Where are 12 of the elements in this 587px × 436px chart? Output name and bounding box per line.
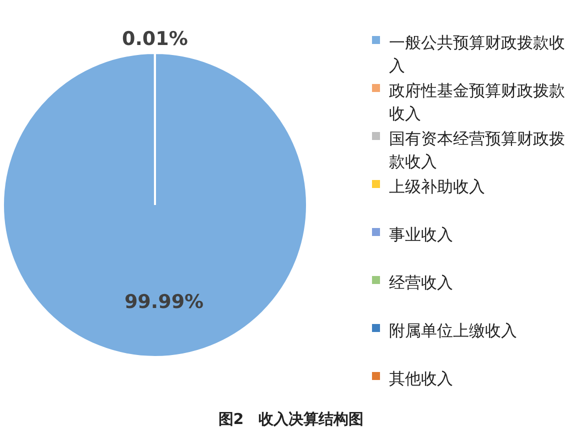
text: 图2 收入决算结构图 bbox=[218, 410, 364, 428]
legend-label: 一般公共预算财政拨款收入 bbox=[389, 33, 565, 75]
legend-label: 事业收入 bbox=[389, 225, 453, 244]
legend-label: 政府性基金预算财政拨款收入 bbox=[389, 81, 565, 123]
pie-slice bbox=[2, 52, 308, 358]
legend-label: 上级补助收入 bbox=[389, 177, 485, 196]
legend-label: 经营收入 bbox=[389, 273, 453, 292]
legend-label: 国有资本经营预算财政拨款收入 bbox=[389, 129, 565, 171]
legend-label: 其他收入 bbox=[389, 369, 453, 388]
legend-label: 附属单位上缴收入 bbox=[389, 321, 517, 340]
data-label: 0.01% bbox=[122, 28, 188, 50]
data-label: 99.99% bbox=[124, 290, 204, 313]
